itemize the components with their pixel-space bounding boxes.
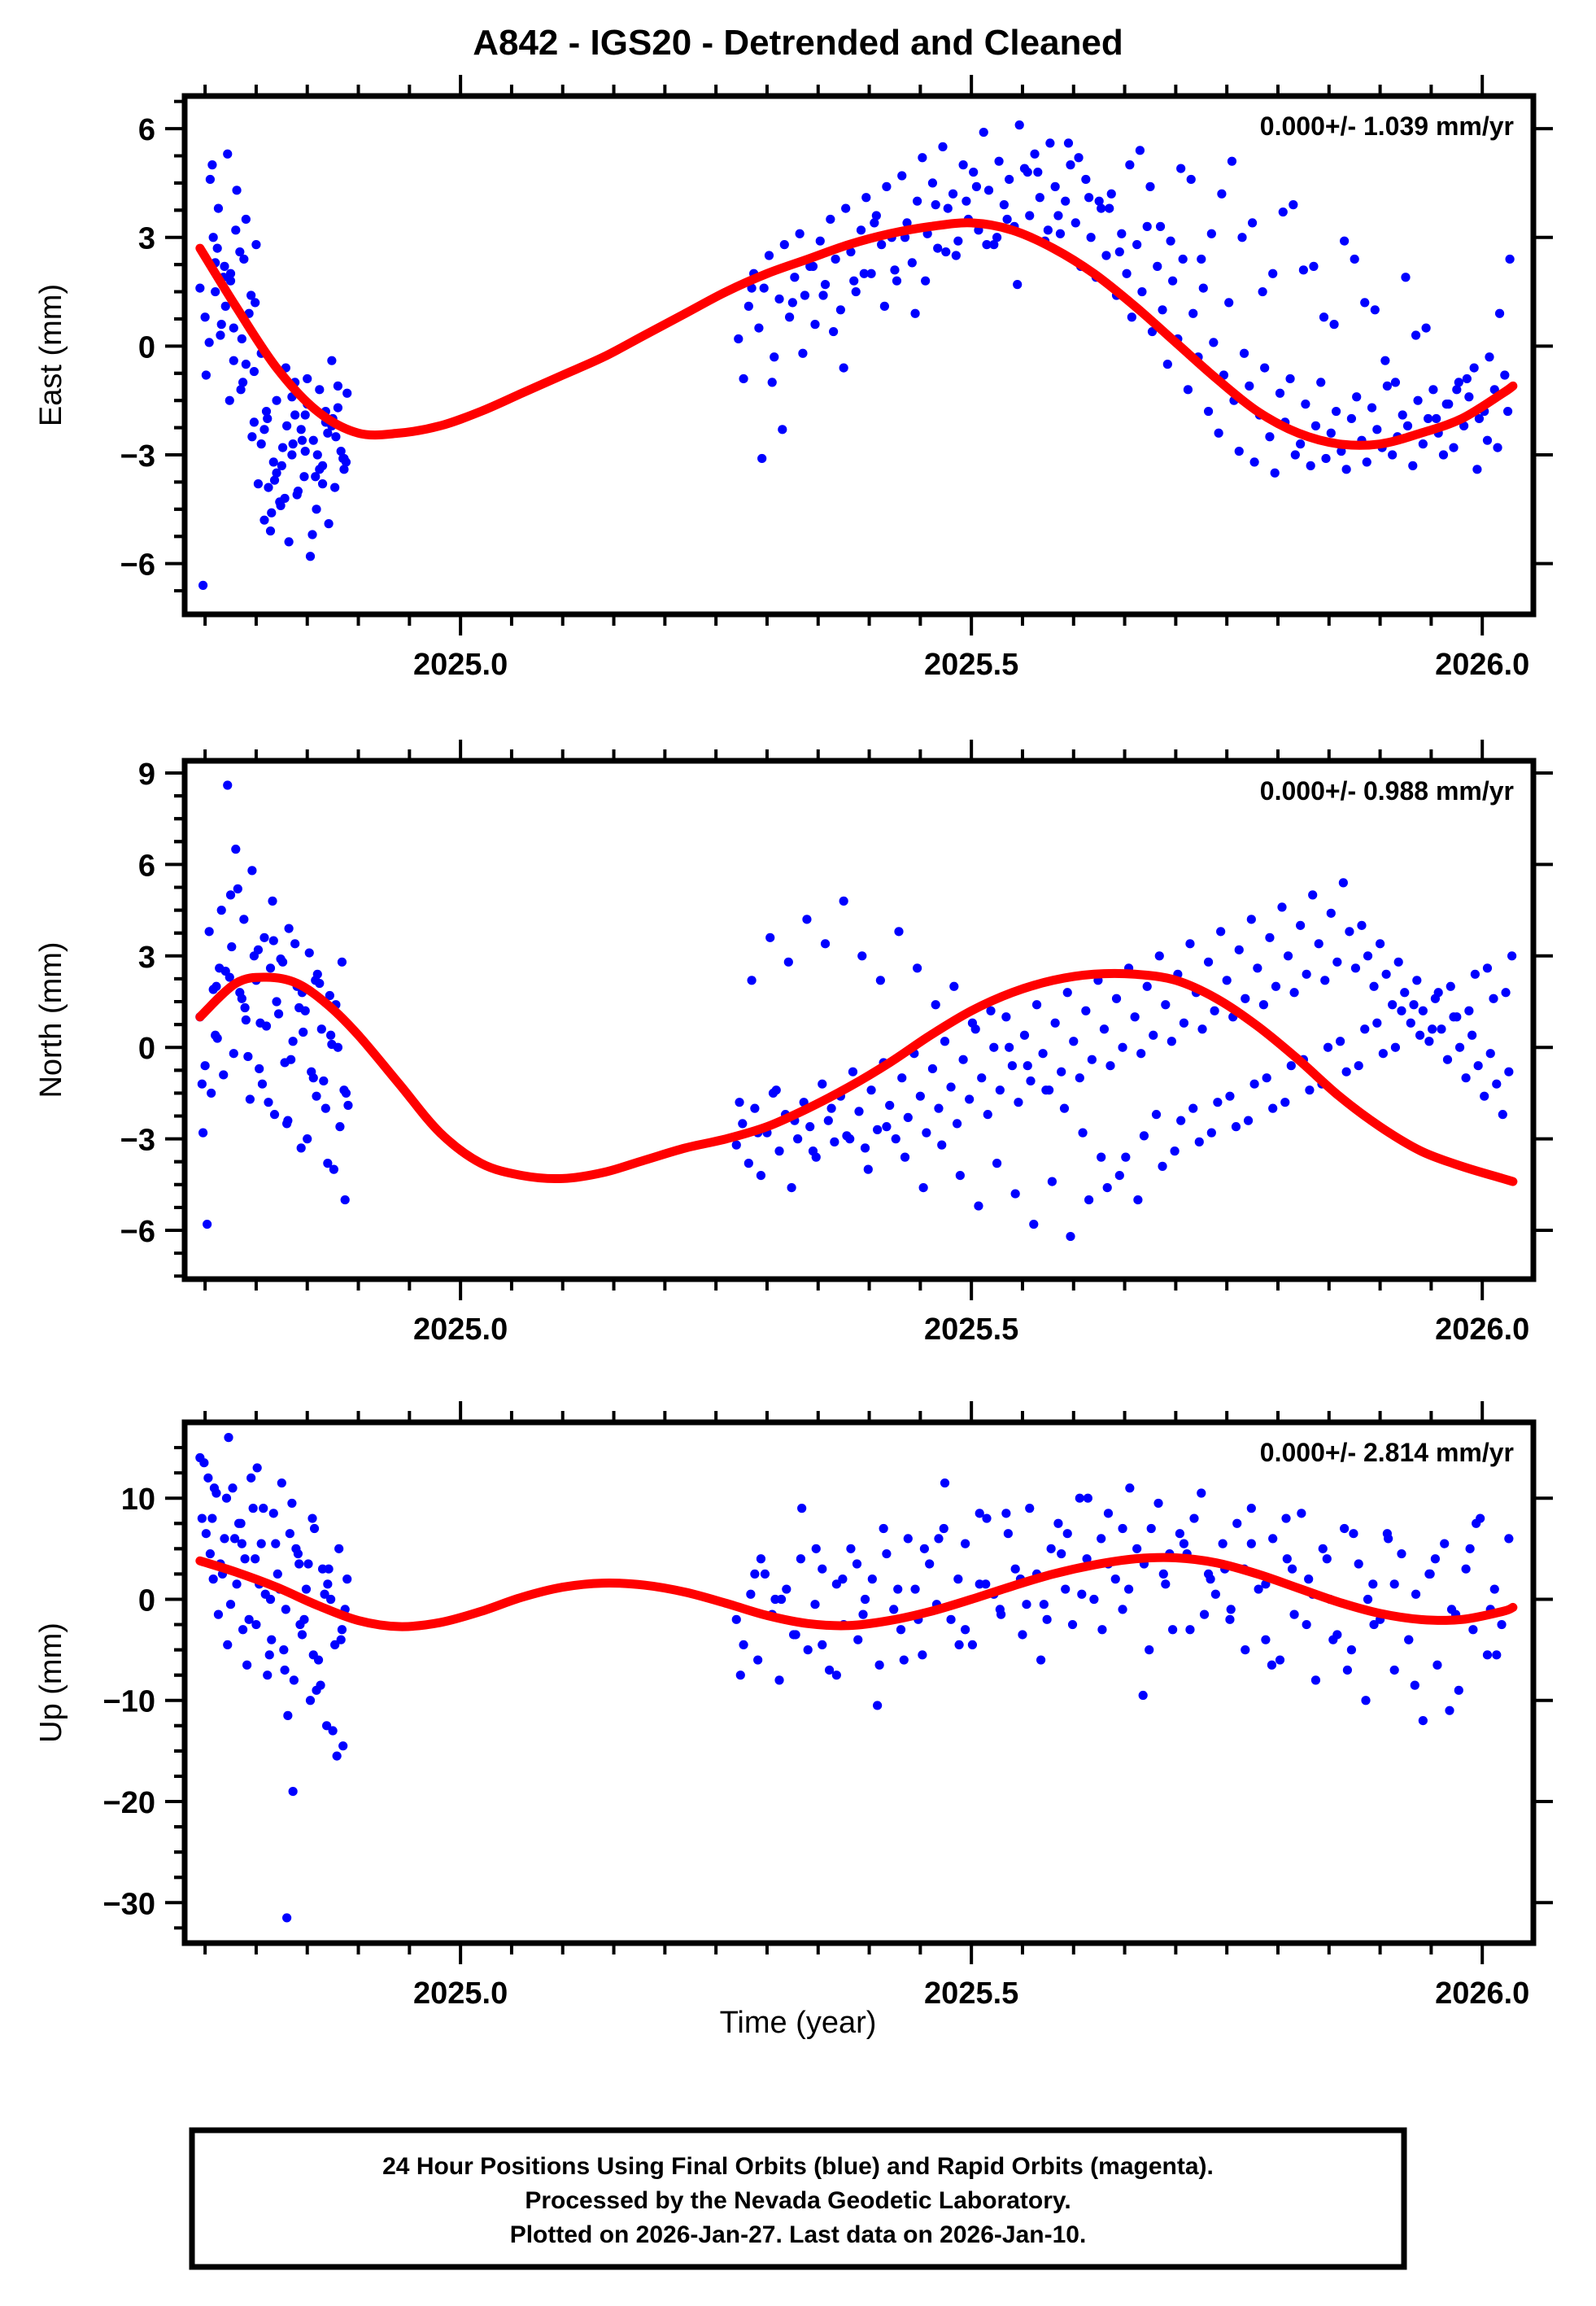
x-tick-label-east: 2025.0 (413, 648, 508, 682)
y-tick-label-east: −3 (120, 439, 155, 474)
x-axis-label: Time (year) (720, 2006, 877, 2040)
page-title: A842 - IGS20 - Detrended and Cleaned (473, 23, 1123, 63)
x-tick-label-east: 2026.0 (1435, 648, 1529, 682)
x-tick-label-up: 2025.0 (413, 1976, 508, 2011)
x-tick-label-east: 2025.5 (924, 648, 1018, 682)
x-tick-label-up: 2026.0 (1435, 1976, 1529, 2011)
fit-curve-north (195, 968, 1518, 1186)
y-axis-label-east: East (mm) (34, 284, 68, 426)
fit-curve-east (195, 218, 1518, 450)
caption-box (189, 2127, 1407, 2270)
axes-frame-north (181, 758, 1537, 1282)
panel-north: 9 6 3 0 −3 −6 2025.0 2025.5 2026.0 North (mm) 0.00… (34, 740, 1553, 1347)
fit-curve-up (195, 1553, 1518, 1631)
y-tick-label-up: 10 (121, 1483, 155, 1517)
y-tick-label-north: −6 (120, 1215, 155, 1249)
axes-frame-up (181, 1419, 1537, 1946)
y-tick-label-up: 0 (138, 1583, 155, 1618)
y-tick-label-east: 0 (138, 330, 155, 365)
caption-line-2: Processed by the Nevada Geodetic Laborat… (525, 2187, 1071, 2214)
plot-area-up (195, 1433, 1518, 1923)
y-tick-label-north: 0 (138, 1032, 155, 1066)
caption-line-1: 24 Hour Positions Using Final Orbits (bl… (382, 2153, 1214, 2180)
panel-up: 10 0 −10 −20 −30 2025.0 2025.5 2026.0 Up (mm) 0.0… (34, 1401, 1553, 2011)
y-tick-label-east: −6 (120, 548, 155, 583)
x-tick-label-north: 2026.0 (1435, 1312, 1529, 1347)
y-tick-label-east: 3 (138, 222, 155, 256)
x-tick-label-north: 2025.5 (924, 1312, 1018, 1347)
y-tick-label-north: −3 (120, 1124, 155, 1158)
rate-annotation-east: 0.000+/- 1.039 mm/yr (1260, 111, 1514, 141)
plot-area-north (195, 780, 1518, 1242)
y-tick-label-north: 3 (138, 941, 155, 975)
x-tick-label-north: 2025.0 (413, 1312, 508, 1347)
y-tick-label-up: −20 (103, 1786, 155, 1820)
panel-east: 6 3 0 −3 −6 2025.0 2025.5 2026.0 East (mm) 0.000+… (34, 75, 1553, 682)
y-tick-label-north: 9 (138, 758, 155, 792)
y-axis-label-north: North (mm) (34, 941, 68, 1098)
y-tick-label-up: −10 (103, 1685, 155, 1719)
y-axis-label-up: Up (mm) (34, 1622, 68, 1743)
scatter-series-up (195, 1433, 1514, 1923)
axes-frame-east (181, 93, 1537, 618)
rate-annotation-up: 0.000+/- 2.814 mm/yr (1260, 1438, 1514, 1467)
y-tick-label-north: 6 (138, 849, 155, 883)
caption-line-3: Plotted on 2026-Jan-27. Last data on 202… (510, 2221, 1087, 2248)
y-tick-label-east: 6 (138, 113, 155, 147)
x-tick-label-up: 2025.5 (924, 1976, 1018, 2011)
rate-annotation-north: 0.000+/- 0.988 mm/yr (1260, 776, 1514, 806)
panels-group: 6 3 0 −3 −6 2025.0 2025.5 2026.0 East (mm) 0.000+… (34, 75, 1553, 2011)
y-tick-label-up: −30 (103, 1887, 155, 1921)
plot-area-east (195, 120, 1518, 590)
